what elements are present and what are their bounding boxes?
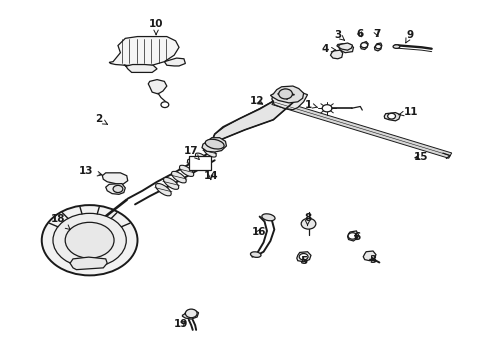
Polygon shape [148,80,167,94]
Polygon shape [331,50,343,59]
Ellipse shape [164,177,179,189]
FancyBboxPatch shape [189,156,211,170]
Polygon shape [297,252,311,262]
Polygon shape [374,43,382,51]
Polygon shape [164,58,185,66]
Text: 7: 7 [373,29,381,39]
Text: 2: 2 [95,114,107,124]
Text: 3: 3 [334,30,344,40]
Text: 13: 13 [79,166,102,176]
Text: 17: 17 [184,146,199,159]
Ellipse shape [188,159,201,170]
Polygon shape [102,173,128,184]
Circle shape [185,309,197,318]
Polygon shape [106,184,125,194]
Circle shape [361,42,368,48]
Circle shape [161,102,169,108]
Ellipse shape [205,139,224,149]
Circle shape [42,205,138,275]
Text: 18: 18 [51,215,70,230]
Text: 12: 12 [250,96,265,106]
Text: 1: 1 [305,100,318,110]
Circle shape [113,185,123,193]
Text: 14: 14 [203,171,218,181]
Polygon shape [182,310,198,319]
Ellipse shape [262,214,275,221]
Circle shape [301,219,316,229]
Polygon shape [124,64,157,72]
Circle shape [53,213,126,267]
Ellipse shape [393,45,400,48]
Polygon shape [272,90,308,110]
Ellipse shape [172,171,186,183]
Polygon shape [384,113,400,121]
Polygon shape [70,257,107,270]
Polygon shape [109,37,179,66]
Ellipse shape [179,165,194,176]
Circle shape [388,113,395,119]
Polygon shape [212,94,294,144]
Polygon shape [347,231,358,241]
Circle shape [65,222,114,258]
Circle shape [279,89,293,99]
Polygon shape [337,44,353,53]
Circle shape [348,233,357,239]
Ellipse shape [155,184,171,196]
Circle shape [322,105,332,112]
Ellipse shape [250,252,261,257]
Text: 6: 6 [356,29,364,39]
Text: 16: 16 [251,227,266,237]
Polygon shape [363,251,376,261]
Ellipse shape [196,153,209,163]
Text: 5: 5 [300,256,307,266]
Polygon shape [272,99,452,158]
Ellipse shape [203,147,216,157]
Text: 19: 19 [174,319,189,329]
Polygon shape [270,86,304,103]
Text: 11: 11 [398,107,418,117]
Circle shape [375,44,381,49]
Circle shape [299,253,308,260]
Text: 10: 10 [149,19,163,35]
Text: 15: 15 [414,152,428,162]
Text: 8: 8 [304,213,311,225]
Text: 3: 3 [369,255,377,265]
Polygon shape [339,43,352,50]
Polygon shape [202,138,226,152]
Polygon shape [360,41,368,49]
Text: 9: 9 [406,30,414,43]
Text: 6: 6 [354,232,361,242]
Text: 4: 4 [322,44,336,54]
